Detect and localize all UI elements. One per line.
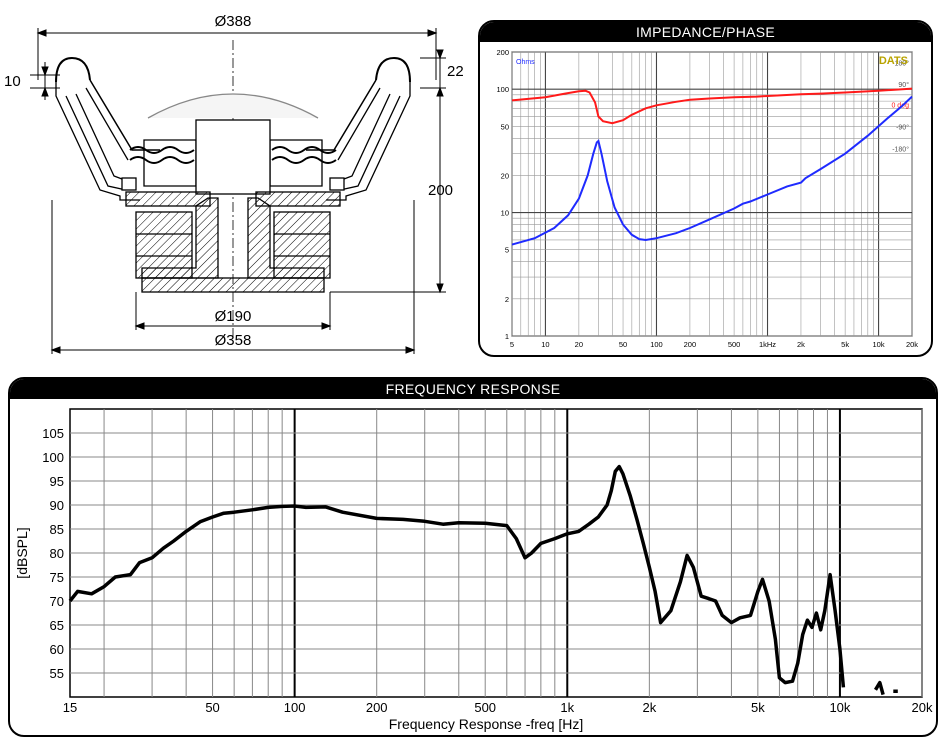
y-tick-label: 65 <box>50 618 64 633</box>
x-tick-label: 1k <box>560 700 574 715</box>
y-tick-label: 60 <box>50 642 64 657</box>
y-unit-label: Ohms <box>516 59 535 66</box>
phase-axis-label: 0 deg <box>891 103 909 110</box>
dim-label-magnet: Ø190 <box>215 308 252 325</box>
x-tick-label: 100 <box>284 700 306 715</box>
y-tick-label: 200 <box>496 48 509 57</box>
x-tick-label: 20k <box>912 700 933 715</box>
frequency-response-panel: FREQUENCY RESPONSE 55 60 65 70 75 80 85 90 95 100… <box>8 377 938 737</box>
y-tick-label: 55 <box>50 666 64 681</box>
x-tick-label: 15 <box>63 700 77 715</box>
x-tick-label: 10 <box>541 340 549 349</box>
impedance-phase-panel: IMPEDANCE/PHASE 5 10 20 50 100 200 500 1kHz 2k 5k… <box>478 20 933 357</box>
x-tick-label: 20k <box>906 340 918 349</box>
phase-curve <box>511 87 913 125</box>
x-tick-label: 20 <box>575 340 583 349</box>
phase-axis-label: 180° <box>895 59 910 67</box>
dim-label-frame: Ø358 <box>215 332 252 349</box>
x-tick-label: 2k <box>797 340 805 349</box>
x-tick-label: 500 <box>474 700 496 715</box>
x-tick-label: 200 <box>684 340 697 349</box>
frequency-response-chart: 55 60 65 70 75 80 85 90 95 100 105 15 50 100 200 500 1k 2… <box>14 408 933 732</box>
x-tick-label: 5k <box>841 340 849 349</box>
x-tick-label: 200 <box>366 700 388 715</box>
x-tick-label: 5 <box>510 340 514 349</box>
speaker-body <box>55 56 411 293</box>
phase-axis-label: -180° <box>892 146 909 154</box>
y-tick-label: 50 <box>501 122 509 131</box>
dim-label-height: 200 <box>428 182 453 199</box>
impedance-curve <box>511 95 913 246</box>
frequency-chart-title: FREQUENCY RESPONSE <box>10 379 936 399</box>
x-tick-label: 5k <box>751 700 765 715</box>
x-tick-label: 2k <box>642 700 656 715</box>
y-tick-label: 75 <box>50 570 64 585</box>
dim-label-top: Ø388 <box>215 13 252 30</box>
y-tick-label: 10 <box>501 209 509 218</box>
x-tick-label: 50 <box>205 700 219 715</box>
x-tick-label: 500 <box>728 340 741 349</box>
x-tick-label: 10k <box>829 700 850 715</box>
phase-axis-label: 90° <box>898 81 909 89</box>
y-tick-label: 5 <box>505 246 509 255</box>
dim-arrow <box>427 29 438 37</box>
y-axis-label: [dBSPL] <box>14 527 30 578</box>
x-tick-label: 100 <box>650 340 663 349</box>
dim-label-right-small: 22 <box>447 63 464 80</box>
dim-label-left: 10 <box>4 73 21 90</box>
brand-label: DATS <box>879 55 908 67</box>
y-tick-label: 2 <box>505 295 509 304</box>
phase-axis-label: -90° <box>896 123 909 131</box>
y-tick-label: 100 <box>496 85 509 94</box>
x-tick-label: 50 <box>619 340 627 349</box>
x-axis-label: Frequency Response -freq [Hz] <box>389 716 584 732</box>
y-tick-label: 105 <box>42 426 64 441</box>
spl-curve-fragment <box>873 680 885 696</box>
y-tick-label: 90 <box>50 498 64 513</box>
dim-arrow <box>36 29 47 37</box>
spl-curve <box>68 464 846 688</box>
y-tick-label: 20 <box>501 171 509 180</box>
y-tick-label: 95 <box>50 474 64 489</box>
y-tick-label: 1 <box>505 332 509 341</box>
x-tick-label: 10k <box>873 340 885 349</box>
x-tick-label: 1kHz <box>759 340 776 349</box>
y-tick-label: 85 <box>50 522 64 537</box>
y-tick-label: 70 <box>50 594 64 609</box>
y-tick-label: 100 <box>42 450 64 465</box>
impedance-chart: 5 10 20 50 100 200 500 1kHz 2k 5k 10k 20k 1 2 5 10 20 50 1… <box>496 48 918 349</box>
y-tick-label: 80 <box>50 546 64 561</box>
impedance-chart-title: IMPEDANCE/PHASE <box>480 22 931 42</box>
speaker-cross-section-drawing: Ø388 10 22 200 Ø190 Ø358 <box>4 13 464 354</box>
